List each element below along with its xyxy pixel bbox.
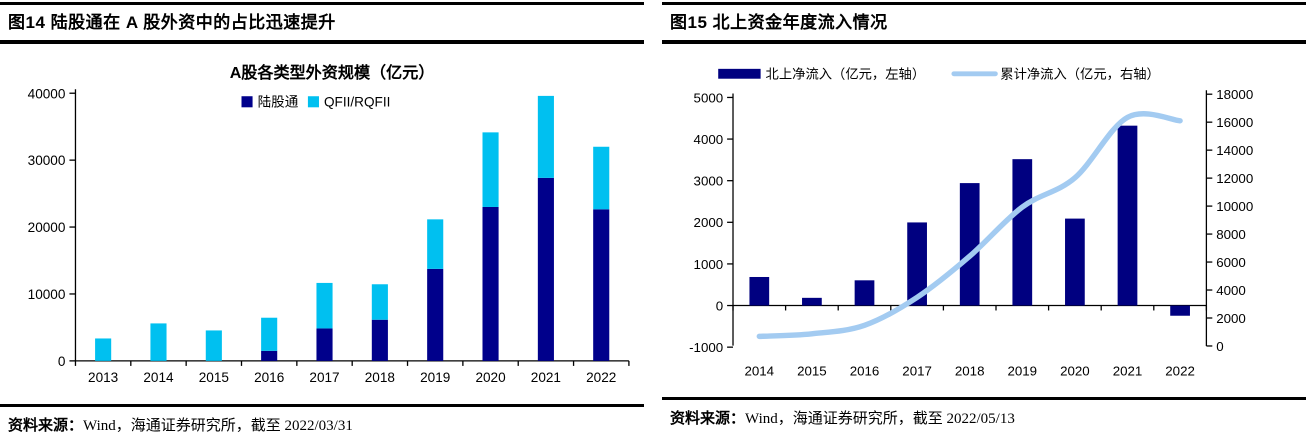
figure-14-footer-rule — [0, 404, 644, 408]
bar-line-chart-svg: 北上净流入（亿元，左轴） 累计净流入（亿元，右轴） -1000 0 1000 2000 30… — [689, 67, 1253, 379]
right-y-tick-label: 6000 — [1216, 255, 1246, 270]
source-label: 资料来源： — [8, 418, 84, 435]
legend-swatch-net-inflow — [718, 68, 761, 79]
left-y-tick-label: 3000 — [694, 174, 724, 189]
x-tick-label: 2022 — [586, 370, 616, 385]
figure-15-source: 资料来源：Wind，海通证券研究所，截至 2022/05/13 — [662, 400, 1306, 428]
x-tick-label: 2020 — [1060, 364, 1090, 379]
right-y-tick-label: 12000 — [1216, 171, 1253, 186]
figure-15-title: 图15 北上资金年度流入情况 — [662, 5, 1306, 45]
x-tick-label: 2022 — [1165, 364, 1195, 379]
y-tick-label: 0 — [58, 354, 66, 369]
bar-net-inflow-2019 — [1012, 159, 1033, 306]
bar-segment-qfii-2015 — [205, 330, 222, 361]
x-tick-label: 2019 — [420, 370, 450, 385]
bar-segment-lugutong-2017 — [316, 328, 333, 361]
figure-15-footer-rule — [662, 397, 1306, 401]
x-tick-label: 2015 — [797, 364, 827, 379]
x-tick-label: 2016 — [254, 370, 284, 385]
bar-net-inflow-2018 — [959, 183, 980, 306]
x-tick-label: 2014 — [745, 364, 775, 379]
bar-segment-qfii-2022 — [593, 146, 610, 210]
figure-14-panel: 图14 陆股通在 A 股外资中的占比迅速提升 A股各类型外资规模（亿元） 陆股通 Q… — [0, 2, 644, 435]
bar-net-inflow-2015 — [802, 297, 822, 306]
right-y-tick-label: 0 — [1216, 339, 1223, 354]
right-y-tick-label: 18000 — [1216, 87, 1253, 102]
bar-net-inflow-2016 — [854, 280, 875, 306]
right-y-tick-label: 10000 — [1216, 199, 1253, 214]
bar-segment-lugutong-2021 — [537, 177, 554, 361]
legend-label-net-inflow: 北上净流入（亿元，左轴） — [766, 67, 926, 82]
left-y-tick-label: 0 — [716, 299, 723, 314]
legend-swatch-qfii — [307, 96, 319, 108]
bar-net-inflow-2014 — [749, 277, 770, 306]
right-y-tick-label: 16000 — [1216, 115, 1253, 130]
left-y-tick-label: 5000 — [694, 90, 724, 105]
bar-segment-lugutong-2020 — [482, 207, 499, 361]
source-label: 资料来源： — [670, 411, 746, 428]
x-tick-label: 2018 — [955, 364, 985, 379]
x-tick-label: 2018 — [365, 370, 395, 385]
bar-net-inflow-2021 — [1117, 125, 1138, 306]
figure-14-title: 图14 陆股通在 A 股外资中的占比迅速提升 — [0, 5, 644, 45]
right-y-tick-label: 2000 — [1216, 311, 1246, 326]
chart-title: A股各类型外资规模（亿元） — [230, 63, 435, 82]
x-tick-label: 2019 — [1008, 364, 1038, 379]
stacked-bar-chart-svg: A股各类型外资规模（亿元） 陆股通 QFII/RQFII 0 10000 20000 300… — [28, 63, 630, 385]
x-tick-label: 2014 — [143, 370, 174, 385]
bar-segment-qfii-2013 — [95, 338, 112, 361]
legend-label-cumulative: 累计净流入（亿元，右轴） — [1000, 67, 1160, 82]
figure-14-source: 资料来源：Wind，海通证券研究所，截至 2022/03/31 — [0, 407, 644, 435]
right-y-tick-label: 4000 — [1216, 283, 1246, 298]
bar-segment-qfii-2018 — [371, 284, 388, 320]
line-cumulative-inflow — [756, 111, 1183, 340]
right-y-tick-label: 14000 — [1216, 143, 1253, 158]
bar-net-inflow-2017 — [907, 222, 927, 306]
left-y-tick-label: -1000 — [689, 340, 723, 355]
x-tick-label: 2021 — [1113, 364, 1143, 379]
right-y-tick-label: 8000 — [1216, 227, 1246, 242]
bar-segment-qfii-2021 — [537, 95, 554, 178]
bar-segment-qfii-2020 — [482, 132, 499, 208]
x-tick-label: 2013 — [88, 370, 118, 385]
source-text: Wind，海通证券研究所，截至 2022/03/31 — [83, 418, 353, 435]
left-y-tick-label: 2000 — [694, 215, 724, 230]
x-tick-label: 2015 — [199, 370, 229, 385]
left-y-tick-label: 4000 — [694, 132, 724, 147]
y-tick-label: 10000 — [28, 287, 66, 302]
x-tick-label: 2020 — [475, 370, 506, 385]
source-text: Wind，海通证券研究所，截至 2022/05/13 — [745, 411, 1015, 428]
legend-label-qfii: QFII/RQFII — [324, 94, 390, 109]
figure-14-chart: A股各类型外资规模（亿元） 陆股通 QFII/RQFII 0 10000 20000 300… — [0, 58, 644, 400]
x-tick-label: 2017 — [309, 370, 339, 385]
x-tick-label: 2021 — [531, 370, 561, 385]
legend-label-lugutong: 陆股通 — [258, 94, 299, 109]
bar-segment-lugutong-2019 — [427, 268, 444, 361]
left-y-tick-label: 1000 — [694, 257, 724, 272]
x-tick-label: 2017 — [902, 364, 932, 379]
bar-segment-qfii-2019 — [427, 219, 444, 269]
bar-net-inflow-2020 — [1065, 218, 1085, 306]
bar-segment-qfii-2016 — [261, 317, 278, 351]
bar-segment-qfii-2014 — [150, 323, 167, 361]
figure-15-chart: 北上净流入（亿元，左轴） 累计净流入（亿元，右轴） -1000 0 1000 2000 30… — [662, 58, 1306, 393]
figure-15-panel: 图15 北上资金年度流入情况 北上净流入（亿元，左轴） 累计净流入（亿元，右轴） -… — [662, 2, 1306, 435]
bar-segment-lugutong-2016 — [261, 350, 278, 361]
bar-net-inflow-2022 — [1170, 305, 1190, 316]
x-tick-label: 2016 — [850, 364, 880, 379]
bar-segment-lugutong-2022 — [593, 209, 610, 361]
bar-segment-lugutong-2018 — [371, 319, 388, 361]
y-tick-label: 20000 — [28, 220, 66, 235]
y-tick-label: 40000 — [28, 86, 66, 101]
y-tick-label: 30000 — [28, 153, 66, 168]
bar-segment-qfii-2017 — [316, 283, 333, 329]
legend-swatch-lugutong — [241, 96, 253, 108]
